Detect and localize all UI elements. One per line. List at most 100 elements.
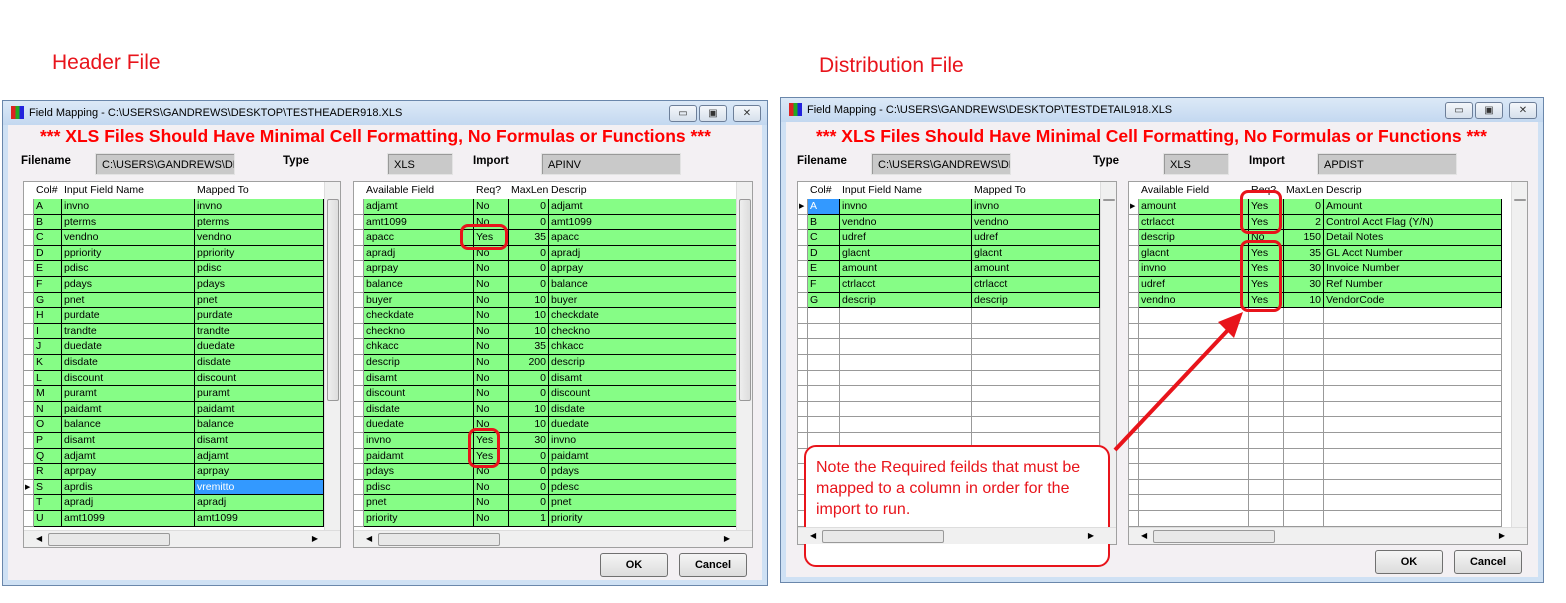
grid-cell[interactable]: glacnt [972, 245, 1100, 262]
grid-cell[interactable]: discount [549, 386, 739, 402]
scroll-thumb[interactable] [1103, 199, 1115, 201]
empty-cell[interactable] [1284, 464, 1324, 480]
grid-cell[interactable]: amt1099 [195, 511, 324, 527]
grid-cell[interactable]: 0 [509, 479, 549, 496]
grid-cell[interactable]: M [34, 386, 62, 402]
empty-cell[interactable] [1249, 464, 1284, 480]
grid-cell[interactable]: VendorCode [1324, 292, 1502, 309]
grid-cell[interactable]: descrip [972, 292, 1100, 309]
grid-cell[interactable]: invno [549, 433, 739, 449]
row-selector[interactable] [798, 261, 808, 277]
grid-cell[interactable]: 0 [509, 464, 549, 480]
grid-cell[interactable]: G [34, 292, 62, 309]
row-selector[interactable]: ▶ [1129, 199, 1139, 215]
row-selector[interactable] [1129, 433, 1139, 449]
row-selector[interactable] [1129, 245, 1139, 262]
grid-cell[interactable]: vendno [1139, 292, 1249, 309]
grid-cell[interactable]: discount [364, 386, 474, 402]
empty-cell[interactable] [1249, 495, 1284, 511]
empty-cell[interactable] [808, 339, 840, 355]
grid-cell[interactable]: 10 [509, 292, 549, 309]
grid-cell[interactable]: trandte [62, 323, 195, 340]
grid-cell[interactable]: Yes [474, 433, 509, 449]
vertical-scrollbar[interactable] [324, 182, 340, 531]
row-selector[interactable] [24, 214, 34, 231]
empty-cell[interactable] [972, 339, 1100, 355]
row-selector[interactable] [1129, 386, 1139, 402]
grid-cell[interactable]: G [808, 292, 840, 309]
grid-cell[interactable]: ctrlacct [1139, 214, 1249, 231]
grid-cell[interactable]: disamt [364, 370, 474, 387]
empty-cell[interactable] [972, 417, 1100, 433]
grid-cell[interactable]: paidamt [195, 401, 324, 418]
row-selector[interactable] [354, 277, 364, 293]
grid-cell[interactable]: 30 [1284, 261, 1324, 277]
row-selector[interactable] [354, 511, 364, 527]
empty-cell[interactable] [1139, 355, 1249, 371]
row-selector[interactable] [24, 277, 34, 293]
grid-cell[interactable]: duedate [62, 339, 195, 355]
grid-cell[interactable]: No [474, 199, 509, 215]
empty-cell[interactable] [972, 401, 1100, 418]
row-selector[interactable] [1129, 495, 1139, 511]
grid-cell[interactable]: udref [1139, 277, 1249, 293]
grid-cell[interactable]: apacc [549, 230, 739, 246]
row-selector[interactable] [24, 308, 34, 324]
row-selector[interactable] [798, 245, 808, 262]
grid-cell[interactable]: duedate [195, 339, 324, 355]
empty-cell[interactable] [1324, 433, 1502, 449]
row-selector[interactable]: ▶ [798, 199, 808, 215]
grid-cell[interactable]: pterms [195, 214, 324, 231]
grid-cell[interactable]: chkacc [549, 339, 739, 355]
empty-cell[interactable] [1249, 448, 1284, 465]
filename-field[interactable]: C:\USERS\GANDREWS\DESKTOP\TE [871, 153, 1011, 175]
grid-cell[interactable]: disdate [62, 355, 195, 371]
row-selector[interactable] [24, 433, 34, 449]
empty-cell[interactable] [1249, 355, 1284, 371]
row-selector[interactable] [1129, 323, 1139, 340]
grid-cell[interactable]: 35 [1284, 245, 1324, 262]
scroll-thumb[interactable] [1153, 530, 1275, 543]
grid-cell[interactable]: 10 [1284, 292, 1324, 309]
grid-cell[interactable]: pdays [549, 464, 739, 480]
empty-cell[interactable] [1139, 479, 1249, 496]
grid-cell[interactable]: pdisc [195, 261, 324, 277]
empty-cell[interactable] [840, 417, 972, 433]
empty-cell[interactable] [1324, 479, 1502, 496]
empty-cell[interactable] [1324, 323, 1502, 340]
empty-cell[interactable] [1324, 339, 1502, 355]
grid-cell[interactable]: ppriority [195, 245, 324, 262]
grid-cell[interactable]: Ref Number [1324, 277, 1502, 293]
scroll-right-icon[interactable]: ▶ [1087, 531, 1094, 540]
grid-cell[interactable]: priority [364, 511, 474, 527]
close-button[interactable]: ✕ [1509, 102, 1537, 119]
grid-cell[interactable]: 0 [509, 495, 549, 511]
empty-cell[interactable] [1284, 355, 1324, 371]
empty-cell[interactable] [1249, 370, 1284, 387]
empty-cell[interactable] [1284, 448, 1324, 465]
grid-cell[interactable]: 0 [509, 214, 549, 231]
grid-cell[interactable]: No [474, 261, 509, 277]
row-selector[interactable] [354, 199, 364, 215]
cancel-button[interactable]: Cancel [679, 553, 747, 577]
row-selector[interactable] [354, 417, 364, 433]
row-selector[interactable] [798, 230, 808, 246]
grid-cell[interactable]: puramt [62, 386, 195, 402]
grid-cell[interactable]: purdate [62, 308, 195, 324]
grid-cell[interactable]: F [34, 277, 62, 293]
row-selector[interactable] [354, 292, 364, 309]
grid-cell[interactable]: ppriority [62, 245, 195, 262]
row-selector[interactable] [354, 479, 364, 496]
row-selector[interactable] [354, 339, 364, 355]
scroll-thumb[interactable] [739, 199, 751, 401]
grid-cell[interactable]: descrip [840, 292, 972, 309]
grid-cell[interactable]: No [474, 479, 509, 496]
grid-cell[interactable]: invno [195, 199, 324, 215]
column-header[interactable]: Req? [476, 184, 502, 196]
grid-cell[interactable]: 0 [509, 261, 549, 277]
grid-cell[interactable]: amount [972, 261, 1100, 277]
grid-cell[interactable]: B [34, 214, 62, 231]
grid-cell[interactable]: J [34, 339, 62, 355]
grid-cell[interactable]: 10 [509, 308, 549, 324]
cancel-button[interactable]: Cancel [1454, 550, 1522, 574]
